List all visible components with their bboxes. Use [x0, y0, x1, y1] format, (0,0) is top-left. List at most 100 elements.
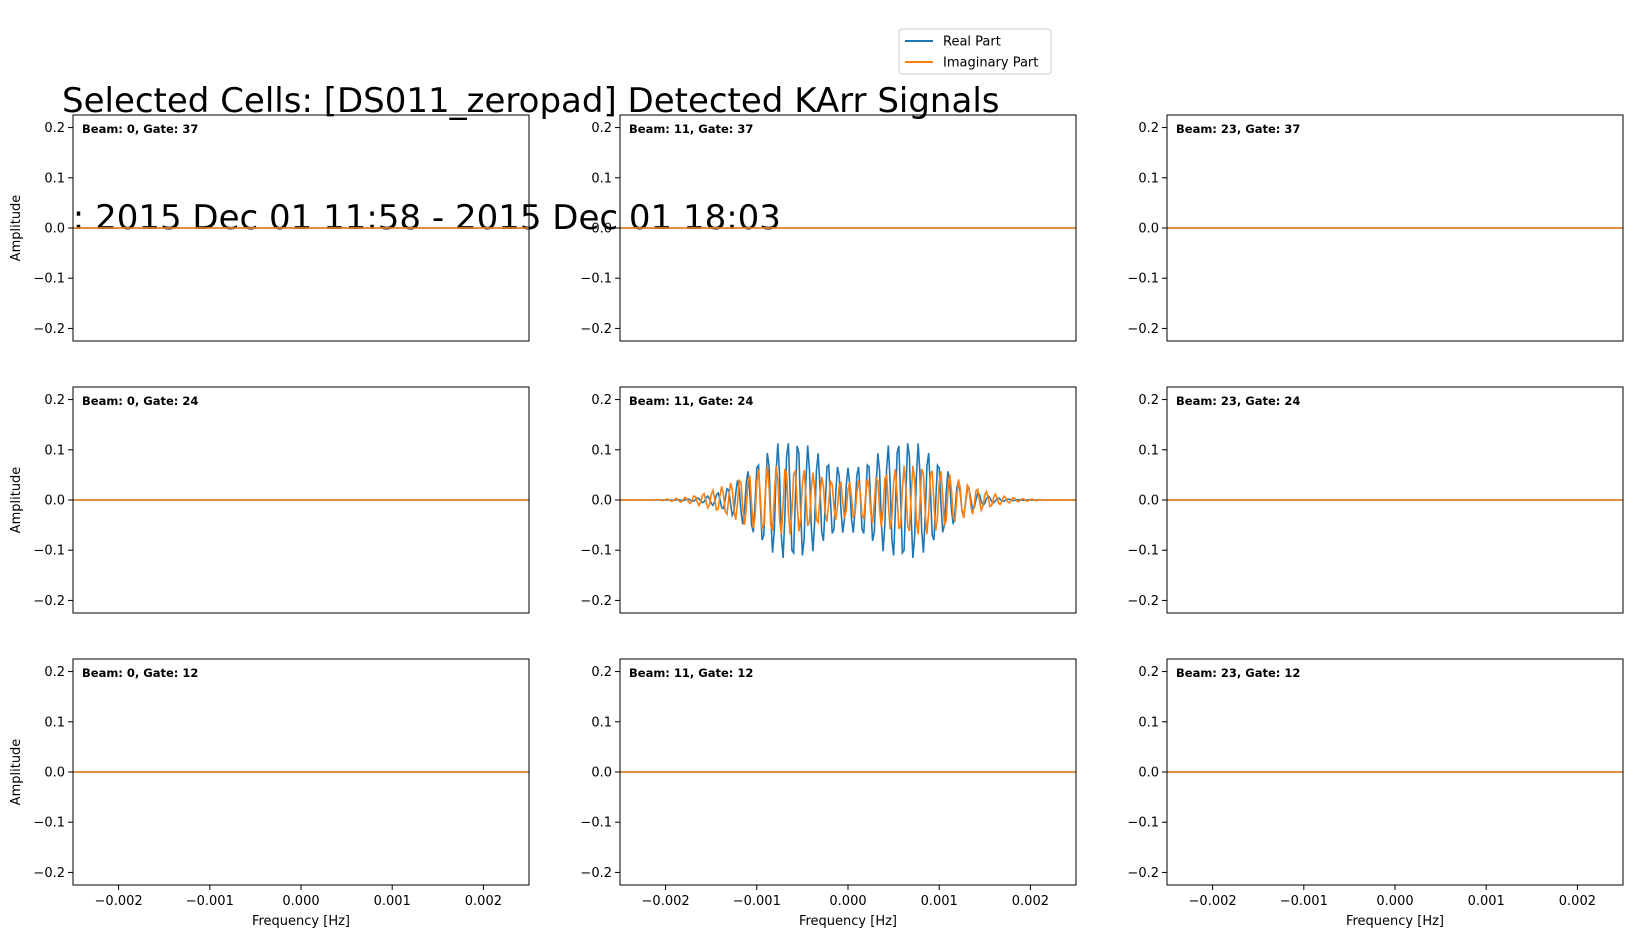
- legend: Real Part Imaginary Part: [898, 28, 1052, 75]
- y-tick-label: −0.1: [1127, 272, 1159, 287]
- y-axis-label: Amplitude: [9, 467, 24, 534]
- y-tick-label: 0.0: [591, 494, 612, 509]
- y-tick-label: 0.1: [1138, 715, 1159, 730]
- x-axis-label: Frequency [Hz]: [799, 914, 897, 929]
- y-tick-label: −0.2: [33, 594, 65, 609]
- y-tick-label: 0.2: [1138, 393, 1159, 408]
- y-tick-label: −0.2: [1127, 866, 1159, 881]
- panel-4: 0.2 0.1 0.0 −0.1 −0.2 Amplitude Beam: 0, Gate:…: [9, 386, 530, 614]
- y-tick-label: 0.2: [44, 665, 65, 680]
- y-tick-label: −0.1: [1127, 544, 1159, 559]
- figure-title-line2: : 2015 Dec 01 11:58 - 2015 Dec 01 18:03: [62, 198, 781, 238]
- x-tick-label: 0.000: [1376, 894, 1413, 909]
- y-tick-label: −0.2: [1127, 594, 1159, 609]
- y-tick-label: 0.1: [1138, 443, 1159, 458]
- panel-label: Beam: 0, Gate: 37: [82, 122, 198, 136]
- y-tick-label: 0.0: [44, 494, 65, 509]
- y-tick-label: 0.1: [591, 715, 612, 730]
- x-tick-label: −0.001: [186, 894, 234, 909]
- legend-box: [898, 28, 1052, 75]
- y-tick-label: −0.1: [33, 272, 65, 287]
- y-tick-label: 0.1: [1138, 171, 1159, 186]
- panel-label: Beam: 0, Gate: 12: [82, 666, 198, 680]
- x-tick-label: 0.001: [921, 894, 958, 909]
- x-axis-label: Frequency [Hz]: [1346, 914, 1444, 929]
- x-tick-label: 0.000: [282, 894, 319, 909]
- x-tick-label: −0.002: [642, 894, 690, 909]
- x-tick-label: −0.001: [733, 894, 781, 909]
- panel-7: 0.2 0.1 0.0 −0.1 −0.2 −0.002 −0.001 0.000 0.001 0…: [9, 658, 530, 929]
- y-tick-label: 0.0: [44, 222, 65, 237]
- axes-frame: [619, 114, 1077, 342]
- y-tick-label: 0.0: [1138, 766, 1159, 781]
- y-tick-label: 0.1: [591, 171, 612, 186]
- y-tick-label: −0.2: [580, 866, 612, 881]
- y-tick-label: −0.2: [580, 594, 612, 609]
- axes-frame: [1166, 114, 1624, 342]
- x-tick-label: 0.002: [1559, 894, 1596, 909]
- y-tick-label: −0.2: [33, 322, 65, 337]
- panel-2: 0.2 0.1 0.0 −0.1 −0.2 Beam: 11, Gate: 37: [580, 114, 1077, 342]
- axes-frame: [619, 658, 1077, 886]
- y-tick-label: 0.0: [591, 222, 612, 237]
- y-tick-label: 0.0: [1138, 494, 1159, 509]
- x-tick-label: −0.001: [1280, 894, 1328, 909]
- panel-3: 0.2 0.1 0.0 −0.1 −0.2 Beam: 23, Gate: 37: [1127, 114, 1624, 342]
- imaginary-part-line: [620, 465, 1076, 535]
- y-tick-label: 0.1: [44, 715, 65, 730]
- y-tick-label: 0.0: [44, 766, 65, 781]
- y-tick-label: −0.1: [33, 544, 65, 559]
- panel-9: 0.2 0.1 0.0 −0.1 −0.2 −0.002 −0.001 0.000 0.001 0…: [1127, 658, 1624, 929]
- y-tick-label: −0.1: [580, 816, 612, 831]
- panel-label: Beam: 23, Gate: 24: [1176, 394, 1300, 408]
- panel-6: 0.2 0.1 0.0 −0.1 −0.2 Beam: 23, Gate: 24: [1127, 386, 1624, 614]
- x-tick-label: 0.002: [1012, 894, 1049, 909]
- axes-frame: [1166, 658, 1624, 886]
- y-tick-label: 0.2: [591, 393, 612, 408]
- panel-label: Beam: 11, Gate: 24: [629, 394, 753, 408]
- x-axis-label: Frequency [Hz]: [252, 914, 350, 929]
- axes-frame: [1166, 386, 1624, 614]
- x-tick-label: −0.002: [95, 894, 143, 909]
- x-tick-label: 0.002: [465, 894, 502, 909]
- y-tick-label: −0.1: [580, 544, 612, 559]
- y-tick-label: −0.1: [1127, 816, 1159, 831]
- x-tick-label: 0.001: [1468, 894, 1505, 909]
- y-tick-label: 0.2: [591, 121, 612, 136]
- x-tick-label: 0.000: [829, 894, 866, 909]
- panel-label: Beam: 11, Gate: 37: [629, 122, 753, 136]
- figure-title: Selected Cells: [DS011_zeropad] Detected…: [62, 4, 999, 277]
- y-tick-label: −0.2: [580, 322, 612, 337]
- legend-real-label: Real Part: [943, 35, 1001, 50]
- y-axis-label: Amplitude: [9, 195, 24, 262]
- y-tick-label: 0.1: [44, 171, 65, 186]
- y-tick-label: 0.2: [591, 665, 612, 680]
- panel-1: 0.2 0.1 0.0 −0.1 −0.2 Amplitude Beam: 0, Gate:…: [9, 114, 530, 342]
- panel-label: Beam: 0, Gate: 24: [82, 394, 198, 408]
- x-tick-label: −0.002: [1189, 894, 1237, 909]
- y-tick-label: −0.1: [33, 816, 65, 831]
- y-tick-label: −0.2: [33, 866, 65, 881]
- y-tick-label: 0.1: [44, 443, 65, 458]
- figure-title-line1: Selected Cells: [DS011_zeropad] Detected…: [62, 81, 1000, 121]
- y-tick-label: 0.0: [591, 766, 612, 781]
- y-tick-label: 0.2: [44, 121, 65, 136]
- panel-label: Beam: 11, Gate: 12: [629, 666, 753, 680]
- y-tick-label: 0.1: [591, 443, 612, 458]
- y-tick-label: 0.2: [44, 393, 65, 408]
- axes-frame: [72, 658, 530, 886]
- y-tick-label: −0.2: [1127, 322, 1159, 337]
- panel-label: Beam: 23, Gate: 37: [1176, 122, 1300, 136]
- axes-frame: [72, 386, 530, 614]
- axes-frame: [619, 386, 1077, 614]
- y-tick-label: −0.1: [580, 272, 612, 287]
- axes-frame: [72, 114, 530, 342]
- panel-5: 0.2 0.1 0.0 −0.1 −0.2 Beam: 11, Gate: 24: [580, 386, 1077, 614]
- legend-imaginary-label: Imaginary Part: [943, 56, 1038, 71]
- panel-8: 0.2 0.1 0.0 −0.1 −0.2 −0.002 −0.001 0.000 0.001 0…: [580, 658, 1077, 929]
- y-tick-label: 0.2: [1138, 665, 1159, 680]
- x-tick-label: 0.001: [374, 894, 411, 909]
- y-tick-label: 0.0: [1138, 222, 1159, 237]
- panel-label: Beam: 23, Gate: 12: [1176, 666, 1300, 680]
